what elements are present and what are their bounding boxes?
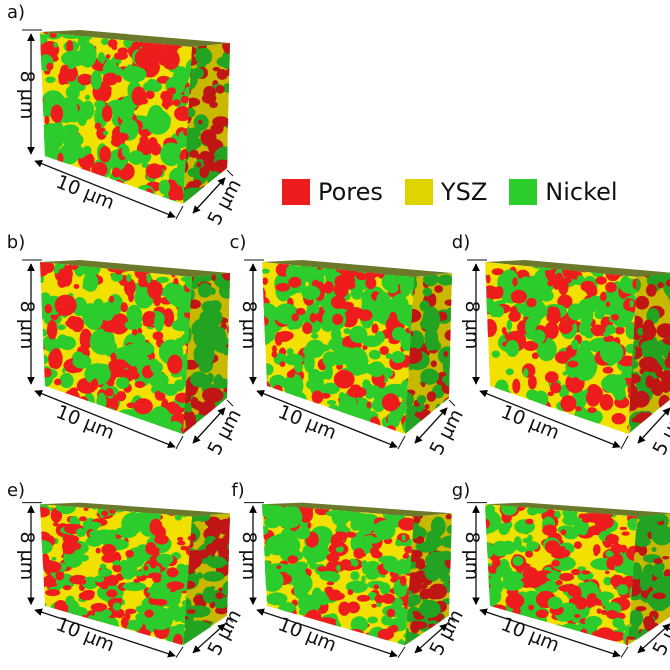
panel-label: b) [7,232,25,253]
depth-arrow [637,407,670,444]
tick [448,617,456,623]
legend-item-ysz: YSZ [404,178,488,206]
legend-item-pores: Pores [282,178,383,206]
depth-label: 5 µm [426,406,468,459]
front-face [485,262,637,434]
panel-label: f) [231,480,244,501]
depth-label: 5 µm [204,406,246,459]
panel-label: e) [7,480,25,501]
height-label: 8 µm [461,301,483,350]
depth-arrow [414,623,448,654]
front-face [40,504,192,646]
width-arrow [34,159,176,219]
height-label: 8 µm [16,301,38,350]
phase-legend: Pores YSZ Nickel [282,178,640,206]
width-arrow [479,389,621,449]
depth-arrow [192,407,226,444]
legend-label: Pores [318,178,383,206]
tick [175,205,184,220]
panel-label: a) [7,2,25,23]
tick [226,399,234,407]
tick [175,435,184,450]
depth-arrow [192,623,226,654]
ysz-swatch [404,179,433,205]
depth-arrow [637,623,670,654]
legend-label: Nickel [545,178,618,206]
depth-arrow [192,177,226,214]
tick [226,169,234,177]
width-arrow [34,608,176,658]
height-label: 8 µm [16,532,38,581]
panel-label: c) [230,232,247,253]
panel-label: g) [452,480,470,501]
height-label: 8 µm [16,71,38,120]
height-label: 8 µm [238,301,260,350]
height-label: 8 µm [461,532,483,581]
width-arrow [479,608,621,658]
front-face [262,262,414,434]
width-arrow [256,389,398,449]
tick [620,435,629,450]
legend-item-nickel: Nickel [509,178,618,206]
nickel-swatch [509,179,538,205]
front-face [262,504,414,646]
height-label: 8 µm [238,532,260,581]
width-arrow [256,608,398,658]
width-arrow [34,389,176,449]
tick [175,646,184,658]
pores-swatch [282,179,310,205]
tick [448,399,456,407]
tick [397,646,406,658]
tick [397,435,406,450]
depth-label: 5 µm [204,176,246,229]
tick [226,617,234,623]
depth-arrow [414,407,448,444]
tick [620,646,629,658]
panel-label: d) [452,232,470,253]
legend-label: YSZ [440,178,488,206]
